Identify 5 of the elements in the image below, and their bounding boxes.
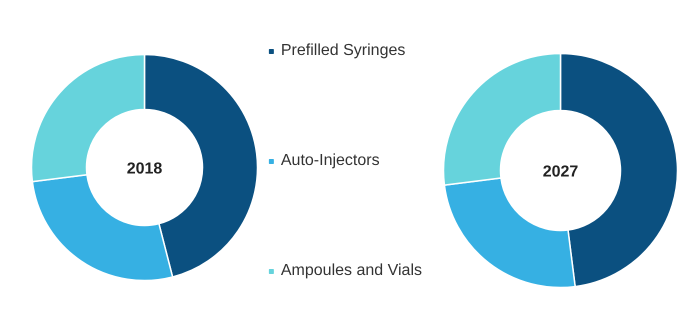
legend-label: Ampoules and Vials bbox=[280, 262, 422, 280]
legend-label: Auto-Injectors bbox=[280, 152, 380, 170]
text: 2018 bbox=[126, 160, 162, 178]
text: 2027 bbox=[542, 164, 578, 180]
legend-label: Prefilled Syringes bbox=[280, 42, 406, 60]
